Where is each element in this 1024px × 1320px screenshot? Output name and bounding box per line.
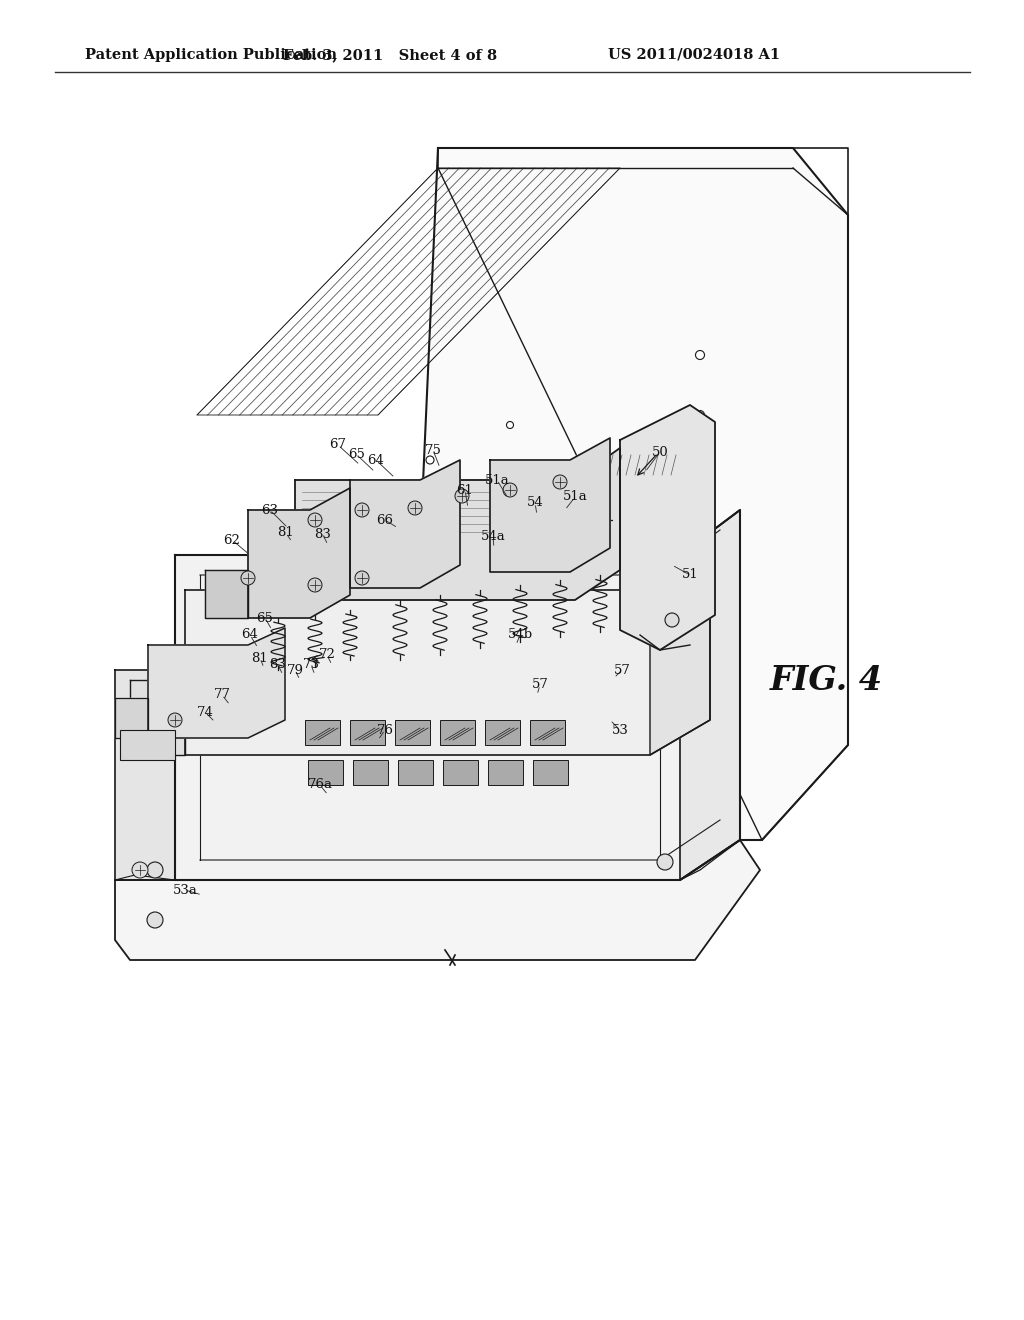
FancyBboxPatch shape [120, 730, 175, 760]
Polygon shape [130, 680, 185, 755]
Text: 54a: 54a [480, 531, 506, 544]
Circle shape [455, 488, 469, 503]
Text: 57: 57 [531, 678, 549, 692]
FancyBboxPatch shape [353, 760, 388, 785]
Text: 54: 54 [526, 496, 544, 510]
Circle shape [553, 475, 567, 488]
Text: 83: 83 [269, 659, 287, 672]
Polygon shape [148, 628, 285, 738]
Text: 75: 75 [425, 444, 441, 457]
Polygon shape [185, 545, 710, 755]
FancyBboxPatch shape [485, 719, 520, 744]
Circle shape [695, 351, 705, 359]
Text: 64: 64 [368, 454, 384, 466]
Polygon shape [175, 510, 740, 880]
Text: 61: 61 [457, 483, 473, 496]
Text: Feb. 3, 2011   Sheet 4 of 8: Feb. 3, 2011 Sheet 4 of 8 [283, 48, 497, 62]
Polygon shape [115, 840, 760, 960]
Text: 67: 67 [330, 438, 346, 451]
Polygon shape [115, 671, 175, 880]
Text: 50: 50 [651, 446, 669, 458]
Polygon shape [295, 447, 620, 601]
Text: 83: 83 [314, 528, 332, 541]
FancyBboxPatch shape [398, 760, 433, 785]
Text: 77: 77 [213, 689, 230, 701]
Text: 51a: 51a [484, 474, 509, 487]
Circle shape [168, 713, 182, 727]
Polygon shape [620, 405, 715, 649]
Circle shape [132, 862, 148, 878]
Polygon shape [115, 698, 148, 738]
Circle shape [308, 578, 322, 591]
Text: 65: 65 [257, 611, 273, 624]
Circle shape [355, 572, 369, 585]
Text: 76: 76 [377, 723, 393, 737]
FancyBboxPatch shape [443, 760, 478, 785]
Polygon shape [350, 459, 460, 587]
Text: 81: 81 [278, 527, 294, 540]
Text: FIG. 4: FIG. 4 [770, 664, 883, 697]
Polygon shape [680, 510, 740, 880]
FancyBboxPatch shape [308, 760, 343, 785]
Circle shape [426, 455, 434, 465]
Circle shape [241, 572, 255, 585]
FancyBboxPatch shape [440, 719, 475, 744]
Circle shape [665, 612, 679, 627]
Text: 53a: 53a [173, 883, 198, 896]
Text: 79: 79 [287, 664, 303, 676]
FancyBboxPatch shape [350, 719, 385, 744]
Circle shape [408, 502, 422, 515]
FancyBboxPatch shape [305, 719, 340, 744]
Text: 62: 62 [223, 533, 241, 546]
Polygon shape [650, 545, 710, 755]
Circle shape [355, 503, 369, 517]
Text: 54b: 54b [508, 628, 532, 642]
Circle shape [147, 862, 163, 878]
Text: 66: 66 [377, 513, 393, 527]
Polygon shape [490, 438, 610, 572]
FancyBboxPatch shape [488, 760, 523, 785]
Text: 63: 63 [261, 503, 279, 516]
Text: 74: 74 [197, 705, 213, 718]
Text: 76a: 76a [307, 779, 333, 792]
Text: 65: 65 [348, 449, 366, 462]
Circle shape [507, 421, 513, 429]
Text: 81: 81 [252, 652, 268, 664]
Text: 51: 51 [682, 569, 698, 582]
Text: 57: 57 [613, 664, 631, 676]
FancyBboxPatch shape [395, 719, 430, 744]
Polygon shape [248, 488, 350, 618]
Circle shape [147, 912, 163, 928]
Polygon shape [205, 570, 248, 618]
Circle shape [308, 513, 322, 527]
FancyBboxPatch shape [530, 719, 565, 744]
Text: Patent Application Publication: Patent Application Publication [85, 48, 337, 62]
Text: 73: 73 [302, 659, 319, 672]
Circle shape [657, 854, 673, 870]
Circle shape [503, 483, 517, 498]
Text: 64: 64 [242, 628, 258, 642]
Text: 72: 72 [318, 648, 336, 661]
FancyBboxPatch shape [534, 760, 568, 785]
Text: 53: 53 [611, 723, 629, 737]
Polygon shape [407, 148, 848, 840]
Circle shape [695, 411, 705, 420]
Text: US 2011/0024018 A1: US 2011/0024018 A1 [608, 48, 780, 62]
Text: 51a: 51a [562, 491, 588, 503]
